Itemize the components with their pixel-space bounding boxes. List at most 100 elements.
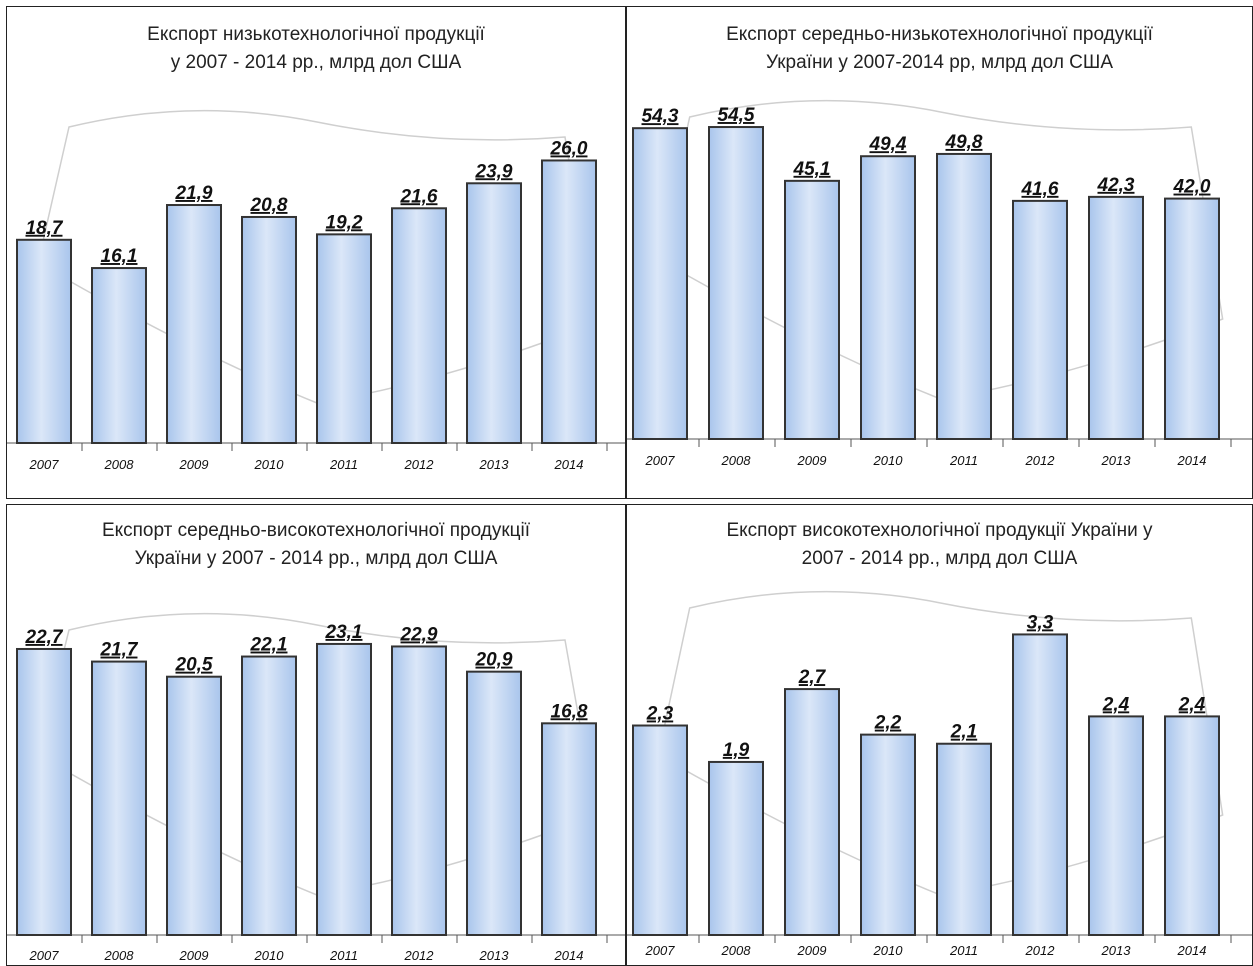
bar-chart-medium-high-tech: 22,7 2007 21,7 2008 20,5 2009 22,1 2010 23,1 2011… bbox=[7, 612, 625, 963]
data-label: 19,2 bbox=[326, 212, 363, 233]
x-tick-label: 2009 bbox=[179, 457, 209, 472]
bar bbox=[541, 159, 597, 444]
x-tick-label: 2010 bbox=[254, 948, 285, 963]
data-label: 2,2 bbox=[874, 713, 902, 734]
x-tick-label: 2011 bbox=[949, 453, 978, 468]
x-tick-label: 2008 bbox=[104, 948, 135, 963]
x-tick-label: 2012 bbox=[1025, 453, 1056, 468]
bar bbox=[784, 179, 840, 441]
data-label: 22,1 bbox=[250, 635, 288, 656]
x-tick-label: 2010 bbox=[254, 457, 285, 472]
data-label: 20,9 bbox=[475, 650, 513, 671]
x-tick-label: 2012 bbox=[404, 948, 435, 963]
x-tick-label: 2007 bbox=[645, 453, 676, 468]
data-label: 20,8 bbox=[250, 195, 288, 216]
x-tick-label: 2007 bbox=[645, 943, 676, 958]
x-tick-label: 2010 bbox=[873, 453, 904, 468]
x-tick-label: 2007 bbox=[29, 457, 60, 472]
bar-chart-high-tech: 2,3 2007 1,9 2008 2,7 2009 2,2 2010 2,1 2011 3,3 20… bbox=[627, 590, 1252, 958]
chart-title: Експорт низькотехнологічної продукції у … bbox=[147, 24, 485, 73]
bar bbox=[708, 126, 764, 440]
data-label: 49,8 bbox=[945, 132, 983, 153]
data-label: 21,9 bbox=[175, 183, 213, 204]
data-label: 2,3 bbox=[646, 704, 674, 725]
bar bbox=[632, 127, 688, 440]
data-label: 16,1 bbox=[101, 246, 138, 267]
bar bbox=[391, 207, 447, 444]
bar bbox=[1012, 199, 1068, 440]
x-tick-label: 2014 bbox=[554, 948, 584, 963]
bar bbox=[1088, 715, 1144, 936]
data-label: 42,0 bbox=[1173, 177, 1211, 198]
x-tick-label: 2013 bbox=[479, 948, 510, 963]
chart-title: Експорт середньо-високотехнологічної про… bbox=[101, 520, 531, 569]
bar bbox=[1088, 195, 1144, 440]
bar bbox=[1164, 197, 1220, 440]
x-tick-label: 2013 bbox=[1101, 943, 1132, 958]
data-label: 41,6 bbox=[1021, 179, 1059, 200]
data-label: 21,7 bbox=[100, 640, 139, 661]
bar bbox=[708, 760, 764, 936]
bar bbox=[1164, 715, 1220, 936]
data-label: 54,5 bbox=[718, 105, 755, 126]
data-label: 16,8 bbox=[551, 701, 588, 722]
x-tick-label: 2009 bbox=[179, 948, 209, 963]
bar bbox=[16, 647, 72, 936]
x-tick-label: 2009 bbox=[797, 943, 827, 958]
bar-chart-medium-low-tech: 54,3 2007 54,5 2008 45,1 2009 49,4 2010 49,8 2011… bbox=[627, 99, 1252, 468]
bar bbox=[784, 688, 840, 936]
data-label: 22,7 bbox=[25, 627, 64, 648]
x-tick-label: 2014 bbox=[1177, 453, 1207, 468]
data-label: 3,3 bbox=[1027, 612, 1054, 633]
bar bbox=[166, 204, 222, 444]
bar bbox=[466, 182, 522, 445]
chart-panel-high-tech: Експорт високотехнологічної продукції Ук… bbox=[626, 504, 1253, 966]
x-tick-label: 2007 bbox=[29, 948, 60, 963]
x-tick-label: 2011 bbox=[329, 948, 358, 963]
data-label: 22,9 bbox=[400, 624, 438, 645]
bar bbox=[241, 655, 297, 936]
data-label: 18,7 bbox=[26, 218, 64, 239]
bar bbox=[316, 233, 372, 444]
data-label: 1,9 bbox=[723, 740, 750, 761]
bar bbox=[936, 742, 992, 936]
data-label: 20,5 bbox=[175, 655, 213, 676]
chart-title: Експорт високотехнологічної продукції Ук… bbox=[726, 520, 1153, 569]
bar bbox=[91, 267, 147, 444]
x-tick-label: 2010 bbox=[873, 943, 904, 958]
bar bbox=[541, 722, 597, 936]
data-label: 54,3 bbox=[642, 106, 679, 127]
data-label: 42,3 bbox=[1097, 175, 1135, 196]
data-label: 23,1 bbox=[325, 622, 363, 643]
x-tick-label: 2013 bbox=[1101, 453, 1132, 468]
x-tick-label: 2012 bbox=[404, 457, 435, 472]
x-tick-label: 2009 bbox=[797, 453, 827, 468]
x-tick-label: 2008 bbox=[721, 453, 752, 468]
x-tick-label: 2014 bbox=[1177, 943, 1207, 958]
bar bbox=[632, 724, 688, 936]
x-tick-label: 2011 bbox=[329, 457, 358, 472]
data-label: 23,9 bbox=[475, 161, 513, 182]
x-tick-label: 2008 bbox=[721, 943, 752, 958]
bar bbox=[16, 238, 72, 444]
bar bbox=[241, 215, 297, 444]
chart-panel-medium-high-tech: Експорт середньо-високотехнологічної про… bbox=[6, 504, 626, 966]
data-label: 2,4 bbox=[1178, 694, 1206, 715]
bar bbox=[91, 660, 147, 937]
bar bbox=[166, 675, 222, 936]
bar bbox=[466, 670, 522, 936]
data-label: 45,1 bbox=[793, 159, 831, 180]
bar bbox=[391, 645, 447, 937]
data-label: 2,1 bbox=[950, 722, 977, 743]
data-label: 49,4 bbox=[869, 134, 907, 155]
bar bbox=[860, 733, 916, 936]
bar-chart-low-tech: 18,7 2007 16,1 2008 21,9 2009 20,8 2010 19,2 2011… bbox=[7, 109, 625, 472]
x-tick-label: 2013 bbox=[479, 457, 510, 472]
data-label: 21,6 bbox=[400, 186, 438, 207]
x-tick-label: 2011 bbox=[949, 943, 978, 958]
data-label: 2,4 bbox=[1102, 694, 1130, 715]
bar bbox=[316, 642, 372, 936]
chart-title: Експорт середньо-низькотехнологічної про… bbox=[726, 24, 1153, 73]
chart-panel-medium-low-tech: Експорт середньо-низькотехнологічної про… bbox=[626, 6, 1253, 499]
x-tick-label: 2008 bbox=[104, 457, 135, 472]
